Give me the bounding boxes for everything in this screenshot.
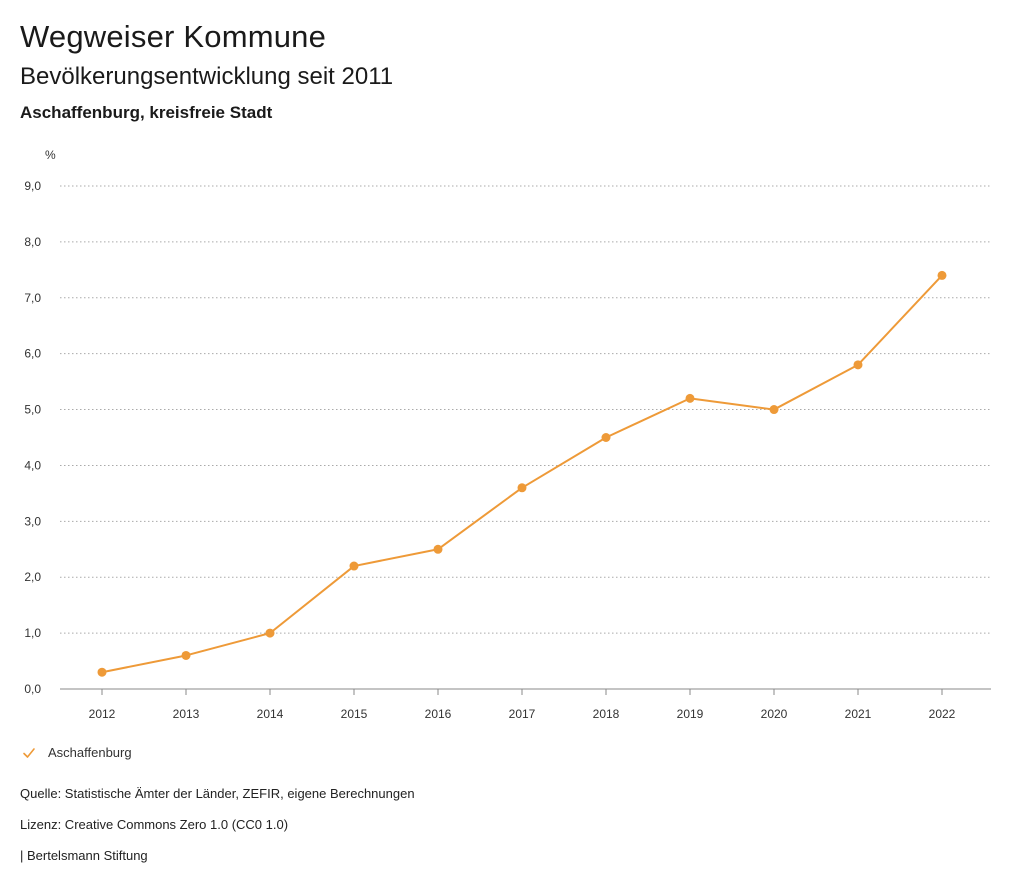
- license-note: Lizenz: Creative Commons Zero 1.0 (CC0 1…: [20, 817, 289, 832]
- data-point: [265, 628, 275, 638]
- x-tick-label: 2014: [257, 707, 284, 721]
- data-point: [769, 405, 779, 415]
- legend-item-aschaffenburg[interactable]: Aschaffenburg: [22, 745, 132, 760]
- line-chart: % 0,0 1,0 2,0 3,0 4,0 5,0 6,0 7,0 8,0 9,0 2012 2013 2…: [24, 148, 991, 721]
- y-tick-label: 9,0: [24, 179, 41, 193]
- data-point: [181, 650, 191, 660]
- x-tick-label: 2018: [593, 707, 620, 721]
- chart-header: Wegweiser Kommune Bevölkerungsentwicklun…: [20, 18, 393, 124]
- x-tick-label: 2022: [929, 707, 956, 721]
- y-axis-unit-label: %: [45, 148, 56, 162]
- y-tick-label: 2,0: [24, 570, 41, 584]
- data-point: [685, 393, 695, 403]
- y-tick-label: 8,0: [24, 235, 41, 249]
- x-tick-label: 2016: [425, 707, 452, 721]
- publisher-note: | Bertelsmann Stiftung: [20, 848, 148, 863]
- region-name: Aschaffenburg, kreisfreie Stadt: [20, 103, 273, 122]
- x-tick-label: 2019: [677, 707, 704, 721]
- x-tick-label: 2012: [89, 707, 116, 721]
- data-point: [517, 483, 527, 493]
- y-tick-label: 6,0: [24, 347, 41, 361]
- source-note: Quelle: Statistische Ämter der Länder, Z…: [20, 786, 415, 801]
- x-tick-label: 2015: [341, 707, 368, 721]
- data-point: [937, 270, 947, 280]
- y-tick-label: 4,0: [24, 458, 41, 472]
- check-icon: [23, 747, 35, 758]
- page-title: Wegweiser Kommune: [20, 19, 327, 54]
- data-point: [601, 433, 611, 442]
- legend-label: Aschaffenburg: [48, 745, 132, 760]
- series-line-aschaffenburg: [101, 274, 943, 674]
- x-tick-label: 2020: [761, 707, 788, 721]
- data-point: [853, 360, 863, 370]
- x-tick-label: 2021: [845, 707, 872, 721]
- y-tick-label: 3,0: [24, 514, 41, 528]
- y-tick-label: 7,0: [24, 291, 41, 305]
- y-tick-label: 1,0: [24, 626, 41, 640]
- data-point: [97, 667, 107, 677]
- y-tick-label: 5,0: [24, 403, 41, 417]
- chart-subtitle: Bevölkerungsentwicklung seit 2011: [20, 63, 394, 90]
- x-tick-label: 2013: [173, 707, 200, 721]
- y-tick-label: 0,0: [24, 682, 41, 696]
- data-point: [349, 561, 359, 571]
- x-tick-label: 2017: [509, 707, 536, 721]
- data-point: [433, 544, 443, 554]
